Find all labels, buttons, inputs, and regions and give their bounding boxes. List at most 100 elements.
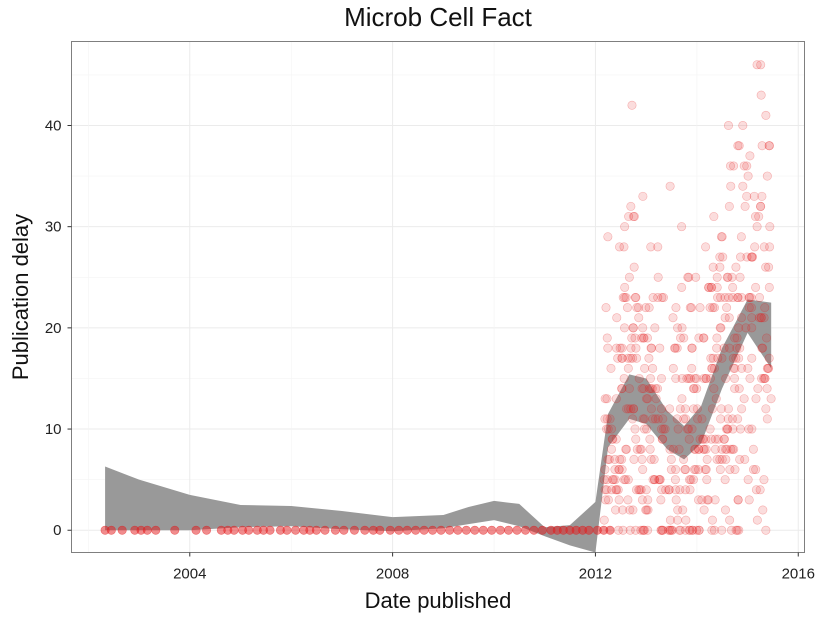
data-point	[445, 525, 455, 535]
data-point	[504, 525, 514, 535]
data-point	[622, 404, 632, 414]
data-point	[712, 454, 722, 464]
data-point	[761, 525, 771, 535]
data-point	[721, 444, 731, 454]
data-point	[694, 333, 704, 343]
data-point	[723, 120, 733, 130]
data-point	[754, 313, 764, 323]
data-point	[759, 313, 769, 323]
data-point	[701, 373, 711, 383]
data-point	[709, 212, 719, 222]
data-point	[646, 384, 656, 394]
x-tick-label: 2012	[579, 566, 612, 583]
data-point	[622, 303, 632, 313]
data-point	[681, 465, 691, 475]
data-point	[730, 363, 740, 373]
data-point	[666, 454, 676, 464]
data-point	[656, 404, 666, 414]
data-point	[603, 495, 613, 505]
data-point	[648, 475, 658, 485]
data-point	[764, 363, 774, 373]
data-point	[765, 222, 775, 232]
data-point	[707, 282, 717, 292]
data-point	[618, 293, 628, 303]
data-point	[707, 363, 717, 373]
data-point	[282, 525, 292, 535]
data-point	[639, 424, 649, 434]
data-point	[638, 323, 648, 333]
data-point	[762, 384, 772, 394]
data-point	[229, 525, 239, 535]
data-point	[610, 465, 620, 475]
data-point	[654, 475, 664, 485]
data-point	[653, 293, 663, 303]
data-point	[720, 313, 730, 323]
data-point	[117, 525, 127, 535]
data-point	[640, 363, 650, 373]
data-point	[656, 525, 666, 535]
data-point	[621, 444, 631, 454]
data-point	[630, 424, 640, 434]
data-point	[743, 171, 753, 181]
data-point	[717, 444, 727, 454]
data-point	[691, 272, 701, 282]
data-point	[724, 343, 734, 353]
data-point	[734, 141, 744, 151]
data-point	[658, 434, 668, 444]
data-point	[716, 323, 726, 333]
data-point	[360, 525, 370, 535]
data-point	[600, 414, 610, 424]
data-point	[655, 475, 665, 485]
data-point	[763, 363, 773, 373]
data-point	[632, 353, 642, 363]
data-point	[634, 303, 644, 313]
data-point	[730, 333, 740, 343]
data-point	[752, 515, 762, 525]
data-point	[727, 272, 737, 282]
data-point	[760, 373, 770, 383]
data-point	[722, 303, 732, 313]
data-point	[627, 100, 637, 110]
data-point	[668, 444, 678, 454]
data-point	[732, 525, 742, 535]
data-point	[623, 495, 633, 505]
data-point	[679, 333, 689, 343]
data-point	[751, 282, 761, 292]
data-point	[675, 404, 685, 414]
data-point	[637, 495, 647, 505]
data-point	[756, 90, 766, 100]
data-point	[645, 444, 655, 454]
data-point	[747, 323, 757, 333]
data-point	[653, 414, 663, 424]
data-point	[685, 525, 695, 535]
data-point	[655, 343, 665, 353]
data-point	[759, 475, 769, 485]
data-point	[655, 475, 665, 485]
data-point	[643, 505, 653, 515]
data-point	[706, 282, 716, 292]
data-point	[630, 333, 640, 343]
data-point	[719, 343, 729, 353]
data-point	[641, 485, 651, 495]
data-point	[638, 333, 648, 343]
data-point	[712, 282, 722, 292]
data-point	[320, 525, 330, 535]
data-point	[677, 282, 687, 292]
grid-lines	[71, 41, 805, 553]
data-point	[652, 384, 662, 394]
data-point	[613, 525, 623, 535]
data-point	[759, 373, 769, 383]
data-point	[697, 495, 707, 505]
data-point	[676, 333, 686, 343]
data-point	[611, 394, 621, 404]
data-point	[672, 343, 682, 353]
data-point	[731, 262, 741, 272]
data-point	[735, 272, 745, 282]
data-point	[375, 525, 385, 535]
data-point	[626, 201, 636, 211]
data-point	[602, 485, 612, 495]
data-point	[764, 262, 774, 272]
data-point	[733, 414, 743, 424]
data-point	[743, 363, 753, 373]
data-point	[402, 525, 412, 535]
